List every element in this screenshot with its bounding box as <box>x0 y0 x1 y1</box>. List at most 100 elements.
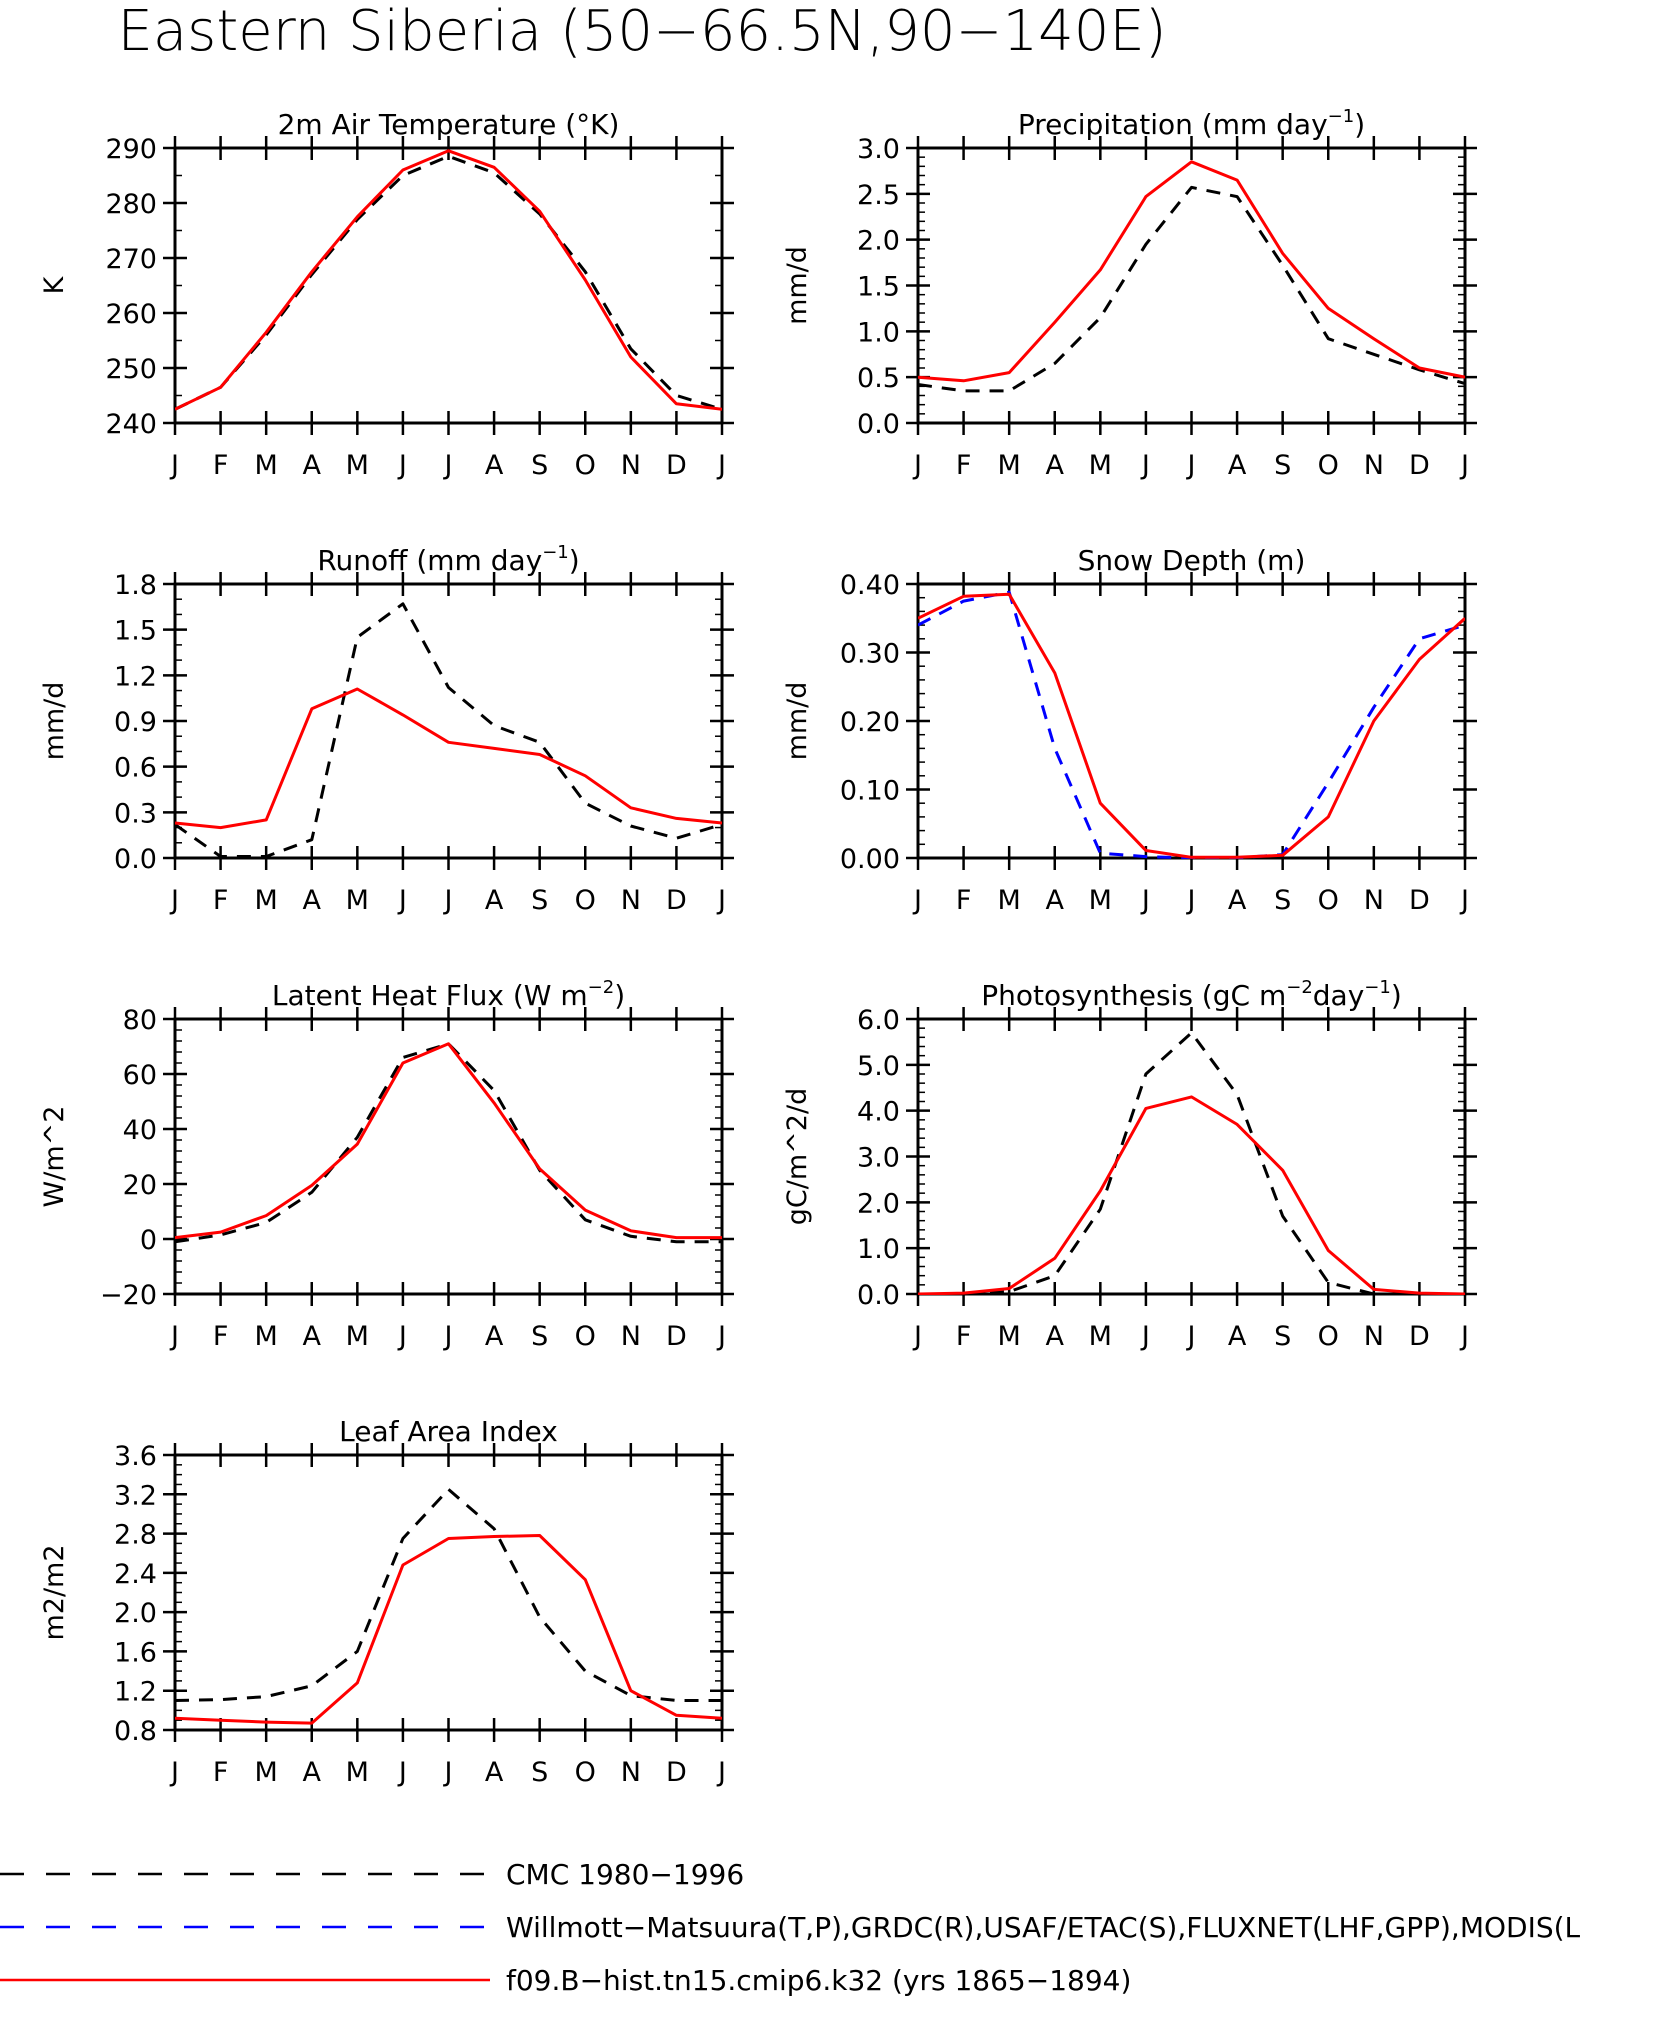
y-tick-label: 250 <box>105 354 157 385</box>
x-tick-label: M <box>346 450 369 481</box>
x-tick-label: D <box>666 1757 687 1788</box>
legend-label: f09.B−hist.tn15.cmip6.k32 (yrs 1865−1894… <box>506 1964 1131 1997</box>
y-tick-label: 5.0 <box>857 1051 900 1082</box>
x-tick-label: M <box>346 1321 369 1352</box>
y-tick-label: 0.5 <box>857 363 900 394</box>
plot-frame <box>916 582 1467 860</box>
x-tick-label: S <box>1274 885 1291 916</box>
chart-panel-5: Latent Heat Flux (W m−2) W/m^2 −20 0 20 40 60 8… <box>39 977 734 1352</box>
x-tick-label: M <box>1089 450 1112 481</box>
y-tick-label: 2.5 <box>857 180 900 211</box>
y-tick-label: 4.0 <box>857 1097 900 1128</box>
x-tick-label: J <box>1186 885 1196 916</box>
legend-label: Willmott−Matsuura(T,P),GRDC(R),USAF/ETAC… <box>506 1911 1581 1944</box>
y-tick-label: 0 <box>140 1225 157 1256</box>
y-tick-label: 290 <box>105 134 157 165</box>
x-tick-label: J <box>443 1321 453 1352</box>
x-tick-label: S <box>1274 450 1291 481</box>
x-tick-label: J <box>1140 1321 1150 1352</box>
x-tick-label: J <box>1186 450 1196 481</box>
panel-title: Latent Heat Flux (W m−2) <box>272 977 625 1012</box>
y-tick-label: 1.5 <box>857 272 900 303</box>
x-tick-label: S <box>531 450 548 481</box>
x-tick-label: N <box>621 450 641 481</box>
series-line-model <box>918 592 1465 859</box>
panel-title: Snow Depth (m) <box>1078 544 1306 577</box>
x-tick-label: M <box>998 885 1021 916</box>
y-tick-label: 2.0 <box>857 226 900 257</box>
x-tick-label: S <box>531 1757 548 1788</box>
x-tick-label: O <box>575 450 596 481</box>
plot-frame <box>173 1453 724 1732</box>
chart-panel-2: Precipitation (mm day−1) mm/d 0.0 0.5 1.0 1.5… <box>782 106 1477 481</box>
x-tick-label: J <box>912 885 922 916</box>
x-tick-label: J <box>1459 1321 1469 1352</box>
x-tick-label: D <box>666 450 687 481</box>
x-tick-label: M <box>255 885 278 916</box>
series-line-cmc <box>175 154 722 411</box>
y-tick-label: 0.3 <box>114 798 157 829</box>
y-tick-label: 0.30 <box>840 639 900 670</box>
x-tick-label: D <box>666 885 687 916</box>
x-tick-label: J <box>1186 1321 1196 1352</box>
y-tick-label: 0.0 <box>857 1280 900 1311</box>
series-line-cmc <box>918 185 1465 393</box>
x-tick-label: M <box>1089 885 1112 916</box>
x-tick-label: A <box>303 1321 322 1352</box>
y-tick-label: 1.2 <box>114 1677 157 1708</box>
series-line-model <box>175 687 722 830</box>
y-tick-label: 0.9 <box>114 707 157 738</box>
x-tick-label: A <box>485 450 504 481</box>
legend-label: CMC 1980−1996 <box>506 1858 744 1891</box>
x-tick-label: J <box>1140 885 1150 916</box>
x-tick-label: M <box>255 1321 278 1352</box>
y-tick-label: 260 <box>105 299 157 330</box>
y-tick-label: 0.0 <box>857 409 900 440</box>
y-tick-label: 6.0 <box>857 1005 900 1036</box>
x-tick-label: J <box>169 450 179 481</box>
y-tick-label: 0.00 <box>840 844 900 875</box>
plot-frame <box>173 1017 724 1296</box>
x-tick-label: D <box>1409 450 1430 481</box>
series-line-cmc <box>175 1042 722 1244</box>
y-tick-label: 2.0 <box>114 1598 157 1629</box>
x-tick-label: J <box>397 885 407 916</box>
x-tick-label: J <box>443 450 453 481</box>
series-line-cmc <box>175 1487 722 1702</box>
x-tick-label: J <box>169 1321 179 1352</box>
x-tick-label: J <box>716 1757 726 1788</box>
y-tick-label: 0.0 <box>114 844 157 875</box>
x-tick-label: O <box>575 1757 596 1788</box>
y-tick-label: 0.8 <box>114 1716 157 1747</box>
chart-panel-4: Snow Depth (m) mm/d 0.00 0.10 0.20 0.30 0.40 J F… <box>782 544 1477 916</box>
y-axis-label: K <box>39 275 70 294</box>
chart-panel-1: 2m Air Temperature (°K) K 240 250 260 270 280 2… <box>39 108 734 481</box>
x-tick-label: A <box>1046 885 1065 916</box>
y-tick-label: 60 <box>123 1060 157 1091</box>
x-tick-label: F <box>956 885 972 916</box>
series-line-obs <box>918 590 1465 859</box>
y-tick-label: 1.5 <box>114 616 157 647</box>
x-tick-label: S <box>1274 1321 1291 1352</box>
x-tick-label: J <box>169 885 179 916</box>
y-tick-label: 240 <box>105 409 157 440</box>
panels: 2m Air Temperature (°K) K 240 250 260 270 280 2… <box>39 106 1477 1788</box>
y-axis-label: W/m^2 <box>39 1106 70 1208</box>
x-tick-label: M <box>346 885 369 916</box>
x-tick-label: J <box>1459 450 1469 481</box>
x-tick-label: A <box>1046 1321 1065 1352</box>
legend: CMC 1980−1996 Willmott−Matsuura(T,P),GRDC… <box>0 1858 1581 1997</box>
x-tick-label: F <box>956 1321 972 1352</box>
x-tick-label: N <box>621 885 641 916</box>
x-tick-label: J <box>912 450 922 481</box>
x-tick-label: J <box>443 885 453 916</box>
x-tick-label: D <box>1409 1321 1430 1352</box>
x-tick-label: N <box>1364 885 1384 916</box>
series-line-model <box>175 1534 722 1725</box>
x-tick-label: J <box>716 1321 726 1352</box>
y-tick-label: 1.6 <box>114 1637 157 1668</box>
x-tick-label: N <box>1364 1321 1384 1352</box>
x-tick-label: M <box>346 1757 369 1788</box>
y-tick-label: 0.6 <box>114 753 157 784</box>
